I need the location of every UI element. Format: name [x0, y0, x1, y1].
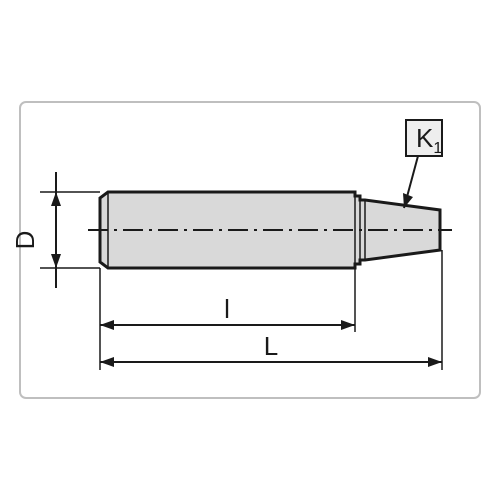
dim-D: D: [10, 172, 100, 288]
tech-drawing: D l L K1: [0, 0, 500, 500]
label-L: L: [264, 331, 278, 361]
dim-l: l: [100, 268, 355, 370]
label-D: D: [10, 231, 40, 250]
callout-K1: K1: [403, 120, 442, 208]
label-l: l: [224, 294, 230, 324]
